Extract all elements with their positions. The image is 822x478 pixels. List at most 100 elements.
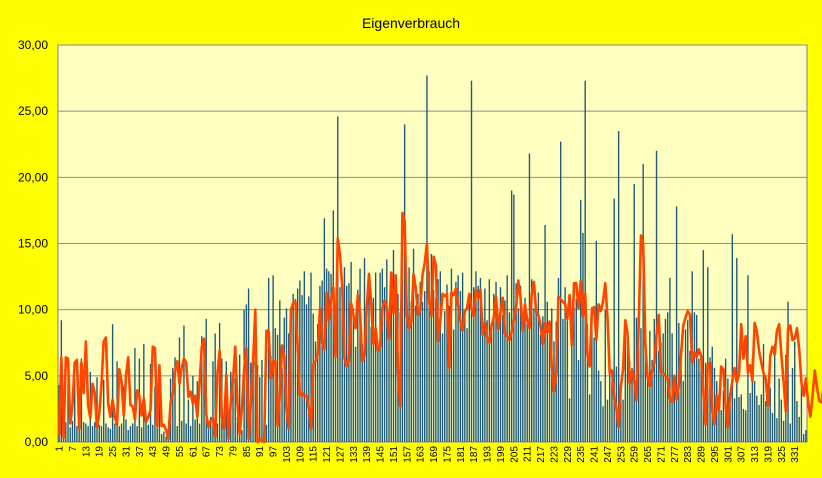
x-tick-label: 199 <box>496 446 507 463</box>
bar <box>203 359 205 442</box>
bar <box>658 350 660 442</box>
x-tick-label: 295 <box>710 446 721 463</box>
bar <box>517 308 520 442</box>
bar <box>597 370 600 442</box>
bar <box>194 419 196 442</box>
y-tick-label: 15,00 <box>18 237 48 251</box>
bar <box>475 271 477 442</box>
bar <box>261 359 263 442</box>
bar <box>559 141 562 442</box>
bar <box>673 381 676 442</box>
bar <box>660 342 662 442</box>
bar <box>709 357 711 442</box>
bar <box>564 287 566 442</box>
bar <box>733 398 736 442</box>
bar <box>758 404 760 442</box>
bar <box>111 324 114 442</box>
bar <box>477 285 479 442</box>
x-axis: 1 7 13 19 25 31 37 43 49 55 61 67 73 79 85 91 97 103 109 11… <box>55 446 802 463</box>
y-axis: 0,00 5,00 10,00 15,00 20,00 25,00 30,00 <box>18 38 48 449</box>
bar <box>254 361 256 442</box>
bar <box>780 399 783 442</box>
bar <box>234 378 236 442</box>
bar <box>339 287 341 442</box>
bar <box>609 358 611 442</box>
x-tick-label: 307 <box>737 446 748 463</box>
bar <box>479 277 482 442</box>
bar <box>464 317 466 442</box>
bar <box>236 416 239 442</box>
bar <box>481 318 484 442</box>
bar <box>633 183 635 442</box>
y-tick-label: 5,00 <box>25 369 49 383</box>
bar <box>198 423 201 442</box>
bar <box>702 250 705 442</box>
chart-title: Eigenverbrauch <box>362 15 460 31</box>
x-tick-label: 319 <box>763 446 774 463</box>
bar <box>272 275 274 442</box>
bar <box>604 309 606 442</box>
bar <box>629 361 631 442</box>
bar <box>435 297 437 442</box>
x-tick-label: 151 <box>389 446 400 463</box>
bar <box>689 350 691 442</box>
bar <box>406 314 408 442</box>
bar <box>499 287 502 442</box>
bar <box>468 295 470 442</box>
bar <box>147 424 149 442</box>
bar <box>595 240 598 442</box>
bar <box>187 399 190 442</box>
bar <box>259 377 261 442</box>
bar <box>350 262 352 442</box>
y-tick-label: 10,00 <box>18 303 48 317</box>
bar <box>789 423 791 442</box>
bar <box>760 394 762 442</box>
bar <box>497 330 499 442</box>
bar <box>305 304 308 442</box>
bar <box>751 358 754 442</box>
bar <box>65 422 67 442</box>
bar <box>745 410 747 442</box>
bar <box>731 234 734 442</box>
bar <box>682 381 684 442</box>
bar <box>163 431 165 442</box>
bar <box>533 308 535 442</box>
bar <box>749 393 751 442</box>
bar <box>718 394 720 442</box>
bar <box>537 292 540 442</box>
bar <box>519 285 522 442</box>
bar <box>698 358 700 442</box>
bar <box>98 424 100 442</box>
bar <box>386 259 388 442</box>
bar <box>455 281 457 442</box>
bar <box>232 386 234 442</box>
x-tick-label: 259 <box>630 446 641 463</box>
x-tick-label: 97 <box>269 446 280 458</box>
bar <box>791 367 794 442</box>
bar <box>542 316 544 442</box>
bar <box>588 394 591 442</box>
bar <box>379 272 381 442</box>
x-tick-label: 157 <box>402 446 413 463</box>
bar <box>415 305 417 442</box>
bar <box>457 275 459 442</box>
x-tick-label: 331 <box>790 446 801 463</box>
bar <box>571 324 573 442</box>
bar <box>441 333 444 442</box>
bar <box>631 367 633 442</box>
bar <box>707 267 709 442</box>
bar <box>192 375 194 442</box>
x-tick-label: 85 <box>242 446 253 458</box>
bar <box>593 337 595 442</box>
x-tick-label: 325 <box>777 446 788 463</box>
x-tick-label: 235 <box>576 446 587 463</box>
bar <box>136 426 138 442</box>
bar <box>753 381 756 442</box>
line-series-path <box>57 211 822 444</box>
bar <box>252 358 254 442</box>
bar <box>602 406 604 442</box>
bar <box>103 379 105 442</box>
bar <box>802 434 805 442</box>
x-tick-label: 205 <box>509 446 520 463</box>
